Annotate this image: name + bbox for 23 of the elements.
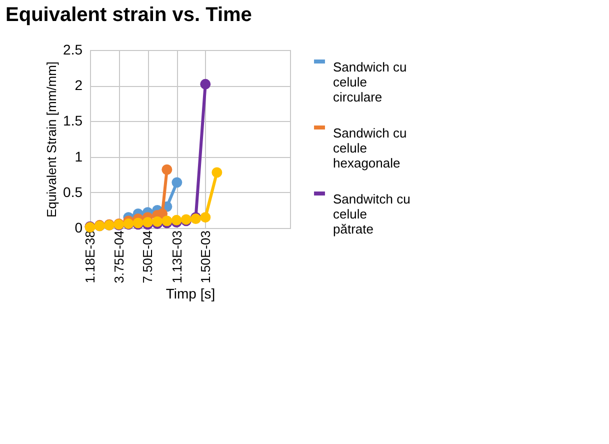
point bbox=[200, 78, 211, 90]
y-tick-label: 0.5 bbox=[63, 184, 83, 200]
y-tick-label: 1 bbox=[74, 148, 83, 164]
x-tick-label: 7.50E-04 bbox=[140, 230, 156, 284]
y-tick-label: 0 bbox=[74, 220, 83, 236]
x-tick-label: 1.18E-38 bbox=[82, 230, 98, 284]
y-tick-label: 1.5 bbox=[63, 112, 83, 129]
legend-label: Sandwitch cu celule pătrate bbox=[333, 192, 410, 236]
x-axis-title: Timp [s] bbox=[166, 285, 216, 302]
legend-label: Sandwich cu celule circulare bbox=[333, 60, 407, 104]
y-tick-label: 2 bbox=[74, 77, 83, 94]
x-tick-label: 1.13E-03 bbox=[169, 230, 184, 284]
x-tick-label: 1.50E-03 bbox=[198, 230, 213, 284]
legend-label: Sandwich cu celule hexagonale bbox=[333, 126, 407, 170]
point bbox=[172, 177, 182, 188]
point bbox=[171, 214, 182, 226]
point bbox=[212, 167, 222, 178]
point bbox=[162, 164, 172, 175]
x-tick-label: 3.75E-04 bbox=[111, 230, 126, 284]
chart-title: Equivalent strain vs. Time bbox=[6, 4, 252, 26]
y-tick-label: 2.5 bbox=[63, 42, 83, 58]
point bbox=[200, 212, 211, 223]
y-axis-title: Equivalent Strain [mm/mm] bbox=[44, 61, 60, 218]
